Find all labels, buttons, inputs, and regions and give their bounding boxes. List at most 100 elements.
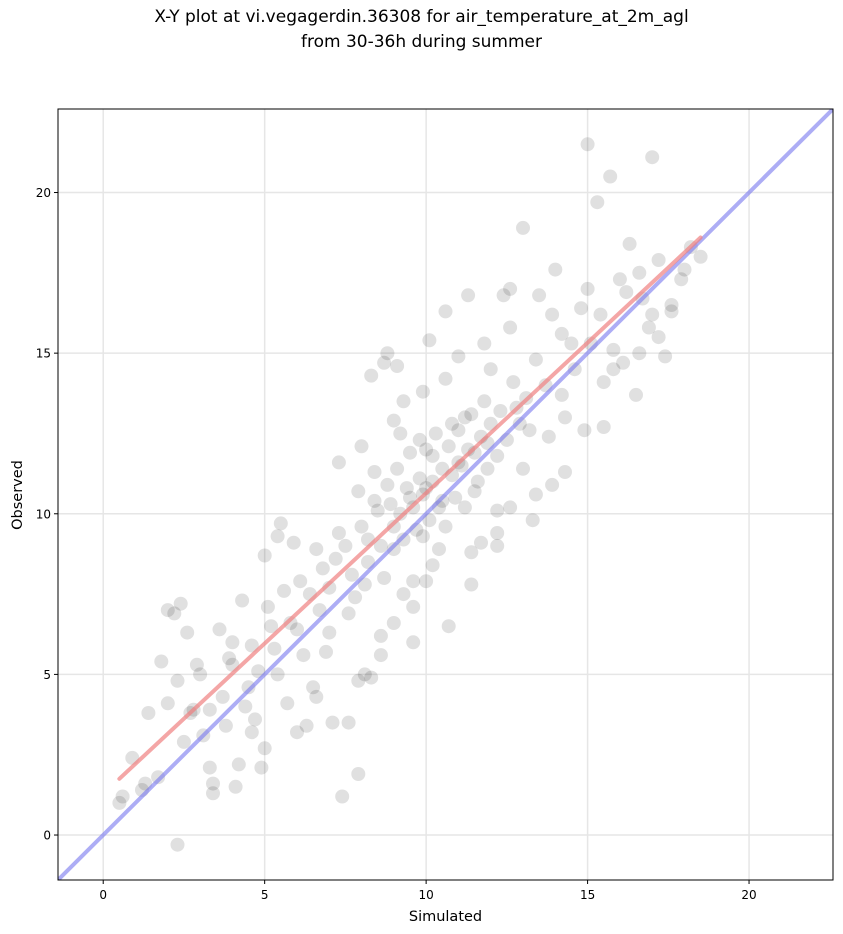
scatter-point	[425, 448, 440, 463]
scatter-point	[290, 622, 304, 637]
scatter-point	[435, 493, 450, 508]
scatter-point	[396, 532, 411, 547]
scatter-point	[267, 641, 282, 656]
scatter-point	[580, 281, 595, 296]
scatter-point	[403, 445, 417, 460]
scatter-point	[386, 542, 401, 557]
scatter-point	[215, 689, 230, 704]
scatter-point	[548, 262, 563, 277]
scatter-point	[632, 346, 647, 361]
scatter-point	[480, 461, 495, 476]
scatter-point	[451, 423, 466, 438]
scatter-point	[693, 249, 708, 264]
scatter-point	[141, 706, 156, 720]
scatter-point	[461, 288, 476, 303]
scatter-point	[293, 574, 308, 589]
scatter-point	[616, 355, 631, 370]
scatter-point	[160, 603, 175, 618]
scatter-point	[490, 526, 505, 540]
scatter-point	[222, 651, 237, 666]
scatter-point	[558, 465, 572, 479]
scatter-point	[577, 423, 592, 438]
scatter-point	[406, 574, 421, 589]
scatter-point	[412, 432, 427, 447]
scatter-point	[512, 416, 527, 431]
scatter-point	[622, 236, 637, 251]
scatter-point	[596, 375, 611, 390]
scatter-point	[528, 352, 543, 367]
scatter-point	[160, 696, 175, 711]
scatter-point	[554, 326, 569, 341]
scatter-point	[286, 535, 301, 550]
scatter-point	[206, 776, 220, 791]
scatter-point	[238, 699, 253, 714]
scatter-point	[264, 619, 279, 634]
scatter-point	[257, 548, 272, 563]
scatter-point	[180, 625, 195, 640]
scatter-point	[390, 461, 405, 476]
scatter-point	[493, 404, 508, 418]
scatter-point	[629, 387, 643, 402]
scatter-point	[419, 574, 434, 589]
scatter-point	[612, 272, 627, 287]
scatter-point	[438, 371, 453, 386]
x-tick-label: 5	[261, 888, 269, 902]
scatter-point	[525, 513, 540, 528]
scatter-point	[260, 599, 275, 614]
scatter-point	[396, 394, 411, 409]
scatter-point	[280, 696, 295, 711]
scatter-point	[477, 336, 492, 351]
scatter-point	[545, 477, 560, 492]
scatter-point	[490, 448, 505, 463]
scatter-point	[338, 538, 353, 553]
y-tick-label: 5	[43, 668, 51, 682]
scatter-point	[170, 673, 185, 688]
scatter-point	[596, 420, 611, 434]
y-tick-label: 20	[36, 186, 51, 200]
scatter-point	[270, 667, 285, 682]
scatter-point	[457, 500, 472, 515]
scatter-point	[503, 500, 518, 515]
scatter-point	[545, 307, 560, 322]
scatter-point	[377, 571, 392, 585]
scatter-point	[448, 490, 463, 505]
scatter-point	[574, 301, 589, 316]
scatter-point	[154, 654, 169, 669]
scatter-point	[309, 542, 324, 557]
scatter-point	[373, 648, 388, 663]
scatter-point	[580, 137, 595, 152]
scatter-point	[351, 767, 366, 781]
scatter-point	[564, 336, 579, 351]
scatter-point	[422, 333, 437, 348]
scatter-point	[396, 587, 411, 602]
scatter-point	[645, 307, 660, 322]
scatter-point	[248, 712, 262, 727]
scatter-point	[319, 644, 333, 659]
plot-frame	[57, 108, 834, 881]
scatter-point	[218, 718, 233, 733]
scatter-point	[651, 330, 666, 345]
scatter-point	[393, 426, 408, 441]
scatter-point	[415, 384, 430, 399]
scatter-point	[176, 734, 191, 749]
scatter-point	[406, 635, 421, 650]
scatter-point	[231, 757, 246, 772]
scatter-point	[283, 616, 298, 630]
scatter-point	[567, 362, 582, 377]
scatter-point	[202, 702, 217, 717]
identity-line	[58, 109, 833, 880]
scatter-point	[503, 281, 518, 296]
scatter-point	[383, 497, 398, 512]
scatter-point	[309, 689, 324, 704]
scatter-point	[380, 346, 395, 361]
scatter-point	[503, 320, 518, 335]
scatter-point	[477, 394, 492, 409]
scatter-point	[438, 304, 453, 319]
scatter-point	[299, 718, 314, 733]
scatter-point	[664, 298, 679, 312]
scatter-point	[664, 304, 679, 319]
scatter-point	[380, 477, 395, 492]
scatter-point	[645, 150, 660, 165]
scatter-point	[151, 770, 166, 785]
scatter-point	[167, 606, 182, 621]
